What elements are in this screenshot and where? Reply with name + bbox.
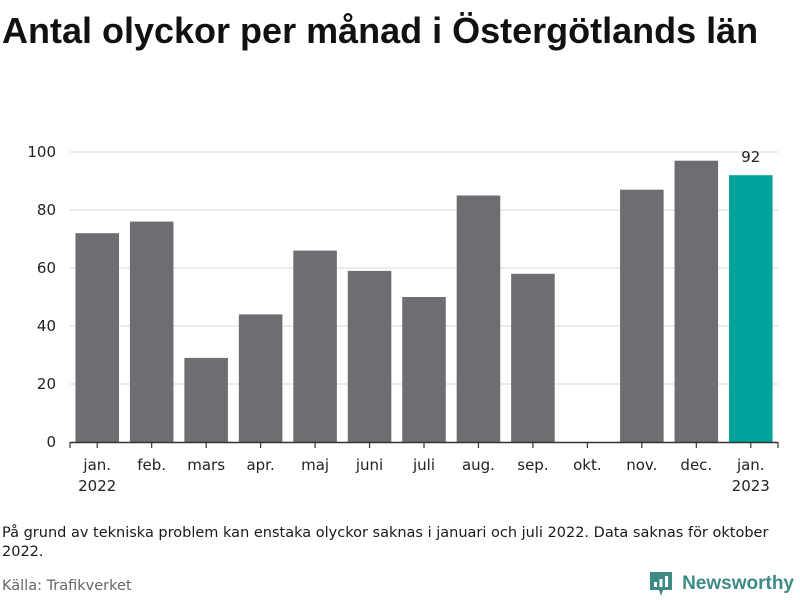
brand-logo: Newsworthy [648,569,794,599]
x-tick-label: apr. [246,456,274,474]
bar [620,189,664,442]
x-tick-label: okt. [573,456,602,474]
brand-name: Newsworthy [682,573,794,594]
x-tick-label: aug. [462,456,495,474]
y-tick-label: 40 [37,317,56,335]
y-axis-tick-labels: 0 20 40 60 80 100 [27,143,56,451]
bar-chart: 0 20 40 60 80 100 jan. 2022 feb. mars apr. maj juni… [27,143,779,495]
x-tick-label: mars [187,456,225,474]
data-label: 92 [741,148,760,166]
y-tick-label: 80 [37,201,56,219]
x-tick-label: juli [412,456,435,474]
bars [75,160,773,442]
bar [456,195,501,442]
bar [75,233,120,442]
x-tick-label: feb. [137,456,166,474]
x-axis [69,441,779,448]
y-tick-label: 20 [37,375,56,393]
bar [728,175,773,442]
x-tick-label: sep. [517,456,548,474]
footnote: På grund av tekniska problem kan enstaka… [2,525,769,560]
chart-title: Antal olyckor per månad i Östergötlands … [2,10,759,51]
bar [674,160,719,442]
x-tick-label: nov. [626,456,657,474]
x-axis-tick-labels: jan. 2022 feb. mars apr. maj juni juli aug. sep. o… [78,456,770,495]
source-credit: Källa: Trafikverket [2,578,132,594]
data-labels: 92 [741,148,760,166]
y-tick-label: 60 [37,259,56,277]
x-tick-label: jan. [82,456,111,474]
bar [293,250,337,442]
x-tick-label: 2022 [78,477,116,495]
bar [238,314,283,442]
x-tick-label: juni [355,456,383,474]
y-tick-label: 100 [27,143,56,161]
bar [402,297,446,442]
bar [129,221,174,442]
bar [347,270,392,442]
x-tick-label: 2023 [732,477,770,495]
x-tick-label: jan. [736,456,765,474]
y-tick-label: 0 [46,433,56,451]
x-tick-label: maj [301,456,329,474]
bar [511,273,555,442]
bar [184,357,228,442]
newsworthy-logo-icon [650,572,673,596]
x-tick-label: dec. [680,456,712,474]
